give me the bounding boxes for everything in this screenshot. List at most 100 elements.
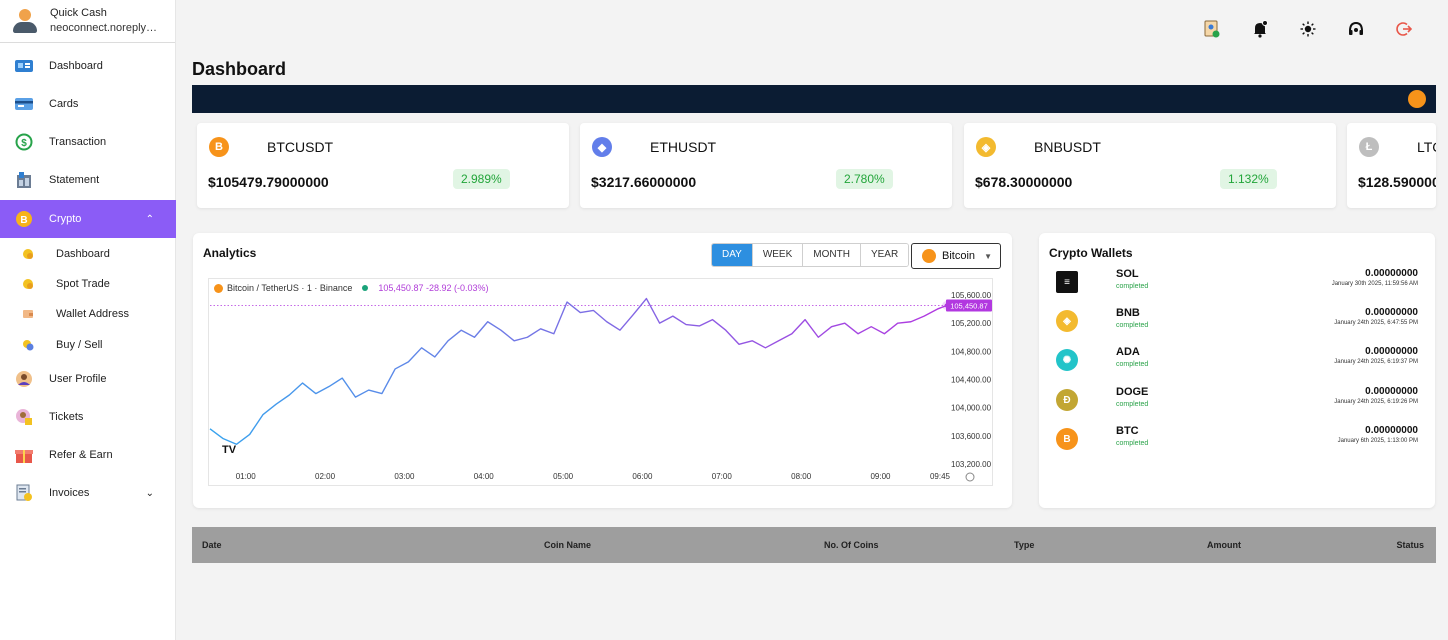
price-chart-frame	[208, 278, 993, 486]
sidebar-subitem-label: Dashboard	[56, 248, 110, 260]
range-selector: DAY WEEK MONTH YEAR	[711, 243, 910, 267]
wallet-name: DOGE	[1116, 386, 1149, 398]
column-header-status[interactable]: Status	[1396, 540, 1424, 550]
wallet-row[interactable]: ≡ SOL completed 0.00000000 January 30th …	[1054, 268, 1420, 304]
wallet-date: January 24th 2025, 6:47:55 PM	[1334, 320, 1418, 326]
column-header-amount[interactable]: Amount	[1207, 540, 1241, 550]
statement-icon	[14, 170, 34, 190]
ethereum-icon: ◆	[592, 137, 612, 157]
ticker-pair: ETHUSDT	[650, 139, 717, 155]
transactions-table-header: Date Coin Name No. Of Coins Type Amount …	[192, 527, 1436, 563]
wallet-status: completed	[1116, 361, 1149, 368]
wallet-amount: 0.00000000	[1365, 425, 1418, 436]
ticker-price: $3217.66000000	[591, 174, 697, 190]
transaction-icon: $	[14, 132, 34, 152]
logout-icon[interactable]	[1380, 18, 1428, 40]
sidebar-item-transaction[interactable]: $ Transaction	[0, 123, 176, 161]
profile-card-icon[interactable]	[1188, 18, 1236, 40]
sidebar-subitem-label: Spot Trade	[56, 278, 110, 290]
ticker-change-badge: 2.780%	[836, 169, 893, 189]
solana-icon: ≡	[1056, 271, 1078, 293]
sidebar-item-invoices[interactable]: Invoices ⌄	[0, 474, 176, 512]
ticker-pair: BTCUSDT	[267, 139, 334, 155]
ticker-change-badge: 2.989%	[453, 169, 510, 189]
ticker-pair: BNBUSDT	[1034, 139, 1101, 155]
ticker-band	[192, 85, 1436, 113]
wallet-date: January 24th 2025, 6:19:26 PM	[1334, 399, 1418, 405]
range-day-button[interactable]: DAY	[712, 244, 753, 266]
sidebar-item-cards[interactable]: Cards	[0, 85, 176, 123]
user-profile-icon	[14, 369, 34, 389]
user-block[interactable]: Quick Cash neoconnect.noreply@g...	[0, 0, 175, 43]
litecoin-icon: Ł	[1359, 137, 1379, 157]
ticker-card-ethusdt[interactable]: ◆ ETHUSDT $3217.66000000 2.780%	[580, 123, 952, 208]
wallet-date: January 6th 2025, 1:13:00 PM	[1337, 438, 1418, 444]
wallet-status: completed	[1116, 440, 1149, 447]
exchange-icon	[22, 339, 34, 351]
chevron-up-icon: ⌃	[145, 213, 154, 225]
wallet-row[interactable]: B BTC completed 0.00000000 January 6th 2…	[1054, 425, 1420, 461]
sidebar-item-user-profile[interactable]: User Profile	[0, 360, 176, 398]
column-header-coins[interactable]: No. Of Coins	[824, 540, 879, 550]
sidebar-subitem-crypto-dashboard[interactable]: Dashboard	[0, 239, 176, 269]
sun-icon[interactable]	[1284, 18, 1332, 40]
wallet-name: ADA	[1116, 346, 1140, 358]
chevron-down-icon: ▼	[984, 251, 992, 261]
ticker-pair: LTC	[1417, 139, 1436, 155]
gift-icon	[14, 445, 34, 465]
wallet-name: BTC	[1116, 425, 1139, 437]
card-icon	[14, 94, 34, 114]
page-title: Dashboard	[192, 59, 287, 79]
cardano-icon: ✺	[1056, 349, 1078, 371]
range-week-button[interactable]: WEEK	[752, 244, 804, 266]
wallet-row[interactable]: ✺ ADA completed 0.00000000 January 24th …	[1054, 346, 1420, 382]
invoice-icon	[14, 483, 34, 503]
sidebar-item-refer-earn[interactable]: Refer & Earn	[0, 436, 176, 474]
coin-select[interactable]: Bitcoin ▼	[911, 243, 1001, 269]
bell-icon[interactable]	[1236, 18, 1284, 40]
dashboard-icon	[14, 56, 34, 76]
bitcoin-icon: B	[14, 209, 34, 229]
sidebar-subitem-wallet-address[interactable]: Wallet Address	[0, 299, 176, 329]
support-icon[interactable]	[1332, 18, 1380, 40]
dogecoin-icon: Ð	[1056, 389, 1078, 411]
ticker-card-bnbusdt[interactable]: ◈ BNBUSDT $678.30000000 1.132%	[964, 123, 1336, 208]
range-month-button[interactable]: MONTH	[803, 244, 861, 266]
bitcoin-icon	[1408, 90, 1426, 108]
ticker-card-btcusdt[interactable]: B BTCUSDT $105479.79000000 2.989%	[197, 123, 569, 208]
wallet-amount: 0.00000000	[1365, 307, 1418, 318]
wallet-row[interactable]: ◈ BNB completed 0.00000000 January 24th …	[1054, 307, 1420, 343]
coin-select-value: Bitcoin	[942, 250, 976, 262]
wallet-name: BNB	[1116, 307, 1140, 319]
svg-text:$: $	[21, 138, 27, 149]
column-header-coin-name[interactable]: Coin Name	[544, 540, 592, 550]
chart-legend: Bitcoin / TetherUS · 1 · Binance 105,450…	[214, 283, 488, 293]
sidebar-item-tickets[interactable]: Tickets	[0, 398, 176, 436]
chevron-down-icon: ⌄	[145, 487, 154, 499]
range-year-button[interactable]: YEAR	[860, 244, 909, 266]
topbar-icons	[1188, 18, 1428, 40]
bitcoin-icon	[922, 249, 936, 263]
sidebar-item-label: Invoices	[49, 487, 90, 499]
bnb-icon: ◈	[976, 137, 996, 157]
ticker-price: $678.30000000	[975, 174, 1073, 190]
sidebar-subitem-label: Buy / Sell	[56, 339, 103, 351]
sidebar-subitem-spot-trade[interactable]: Spot Trade	[0, 269, 176, 299]
ticker-card-ltc[interactable]: Ł LTC $128.590000	[1347, 123, 1436, 208]
sidebar-item-statement[interactable]: Statement	[0, 161, 176, 199]
wallet-status: completed	[1116, 283, 1149, 290]
ticker-change-badge: 1.132%	[1220, 169, 1277, 189]
wallet-row[interactable]: Ð DOGE completed 0.00000000 January 24th…	[1054, 386, 1420, 422]
column-header-date[interactable]: Date	[202, 540, 222, 550]
sidebar-item-dashboard[interactable]: Dashboard	[0, 47, 176, 85]
column-header-type[interactable]: Type	[1014, 540, 1035, 550]
sidebar-item-crypto[interactable]: B Crypto ⌃	[0, 200, 176, 238]
sidebar-subitem-buy-sell[interactable]: Buy / Sell	[0, 330, 176, 360]
sidebar-item-label: Crypto	[49, 213, 82, 225]
market-open-dot	[362, 285, 369, 291]
wallet-date: January 30th 2025, 11:59:56 AM	[1331, 281, 1418, 287]
analytics-title: Analytics	[203, 246, 257, 260]
svg-text:B: B	[20, 215, 27, 226]
sidebar-item-label: Cards	[49, 98, 79, 110]
bnb-icon: ◈	[1056, 310, 1078, 332]
